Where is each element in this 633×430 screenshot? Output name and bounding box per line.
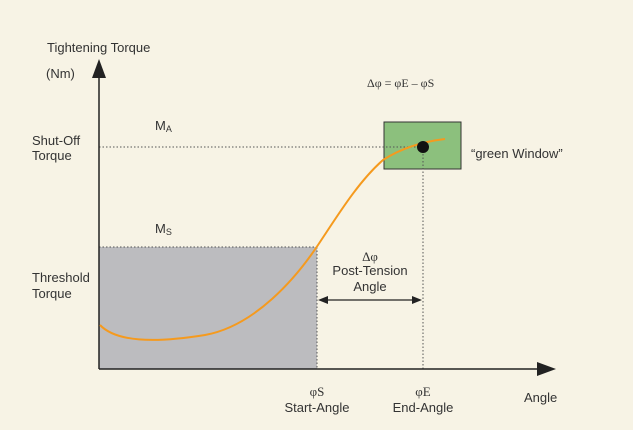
ma-label: MA	[155, 118, 172, 135]
y-axis-title: Tightening Torque	[47, 40, 151, 55]
ms-symbol: M	[155, 221, 166, 236]
post-tension-label-line1: Post-Tension	[332, 263, 408, 278]
shutoff-torque-label-line1: Shut-Off	[32, 133, 81, 148]
post-tension-label-line2: Angle	[353, 279, 387, 294]
x-axis-arrow	[537, 362, 556, 376]
ms-subscript: S	[165, 227, 172, 237]
end-point-marker	[417, 141, 429, 153]
threshold-torque-label-line2: Torque	[32, 286, 72, 301]
delta-phi-formula: Δφ = φE – φS	[367, 76, 435, 90]
y-axis-unit: (Nm)	[46, 66, 75, 81]
ma-subscript: A	[165, 124, 172, 134]
y-axis-arrow	[92, 59, 106, 78]
threshold-torque-label-line1: Threshold	[32, 270, 90, 285]
ma-symbol: M	[155, 118, 166, 133]
post-tension-delta-symbol: Δφ	[362, 249, 378, 264]
end-angle-symbol: φE	[415, 384, 431, 399]
green-window-label: “green Window”	[471, 146, 563, 161]
start-angle-symbol: φS	[309, 384, 325, 399]
post-tension-arrow-right	[412, 296, 422, 304]
shutoff-torque-label-line2: Torque	[32, 148, 72, 163]
end-angle-label: End-Angle	[392, 400, 454, 415]
threshold-area	[99, 247, 317, 369]
x-axis-title: Angle	[524, 390, 558, 405]
post-tension-arrow-left	[318, 296, 328, 304]
start-angle-label: Start-Angle	[284, 400, 350, 415]
ms-label: MS	[155, 221, 172, 238]
torque-curve	[99, 138, 446, 341]
